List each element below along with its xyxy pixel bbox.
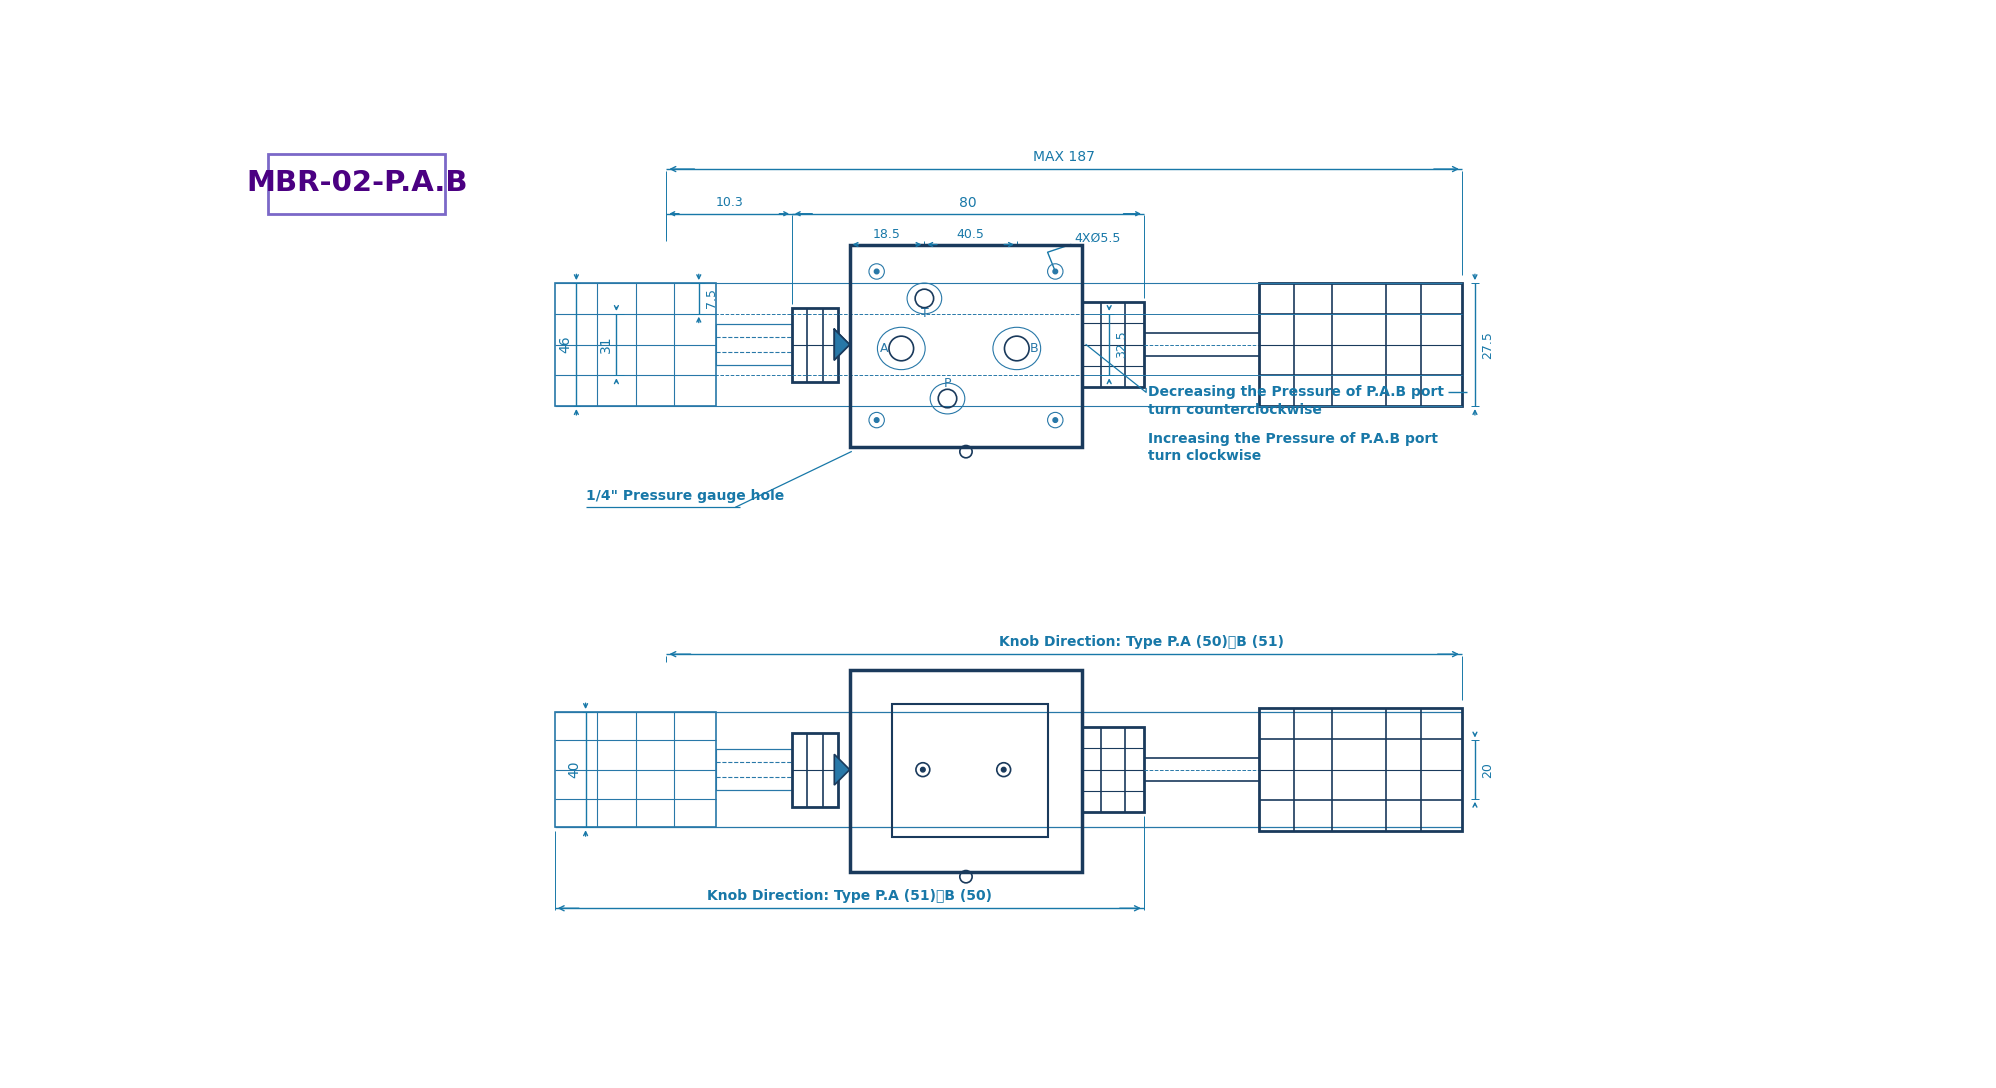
Circle shape	[1054, 418, 1058, 422]
Text: P: P	[944, 376, 952, 390]
Circle shape	[920, 767, 926, 772]
Bar	[850, 669, 1082, 873]
Text: 40: 40	[567, 761, 581, 778]
Bar	[792, 308, 838, 382]
Text: Decreasing the Pressure of P.A.B port: Decreasing the Pressure of P.A.B port	[1148, 385, 1443, 399]
Text: 7.5: 7.5	[705, 288, 719, 308]
Text: 31: 31	[599, 336, 613, 354]
Bar	[850, 245, 1082, 447]
Text: 1/4" Pressure gauge hole: 1/4" Pressure gauge hole	[585, 490, 784, 504]
Text: 18.5: 18.5	[872, 228, 900, 242]
Text: 4XØ5.5: 4XØ5.5	[1074, 232, 1122, 245]
Bar	[892, 704, 1048, 838]
Polygon shape	[834, 754, 850, 786]
Polygon shape	[834, 330, 850, 360]
Text: Knob Direction: Type P.A (51)、B (50): Knob Direction: Type P.A (51)、B (50)	[707, 889, 992, 903]
Text: turn counterclockwise: turn counterclockwise	[1148, 403, 1321, 417]
Text: MAX 187: MAX 187	[1034, 150, 1096, 163]
Circle shape	[874, 269, 878, 274]
Bar	[267, 153, 445, 213]
Text: 40.5: 40.5	[956, 228, 984, 242]
Text: 46: 46	[559, 336, 573, 354]
Bar	[555, 712, 717, 827]
Text: 20: 20	[1481, 762, 1493, 778]
Text: MBR-02-P.A.B: MBR-02-P.A.B	[246, 169, 467, 197]
Circle shape	[1002, 767, 1006, 772]
Bar	[1259, 708, 1461, 831]
Text: 32.5: 32.5	[1116, 331, 1128, 358]
Bar	[1259, 283, 1461, 406]
Bar	[1082, 727, 1144, 812]
Text: A: A	[880, 342, 888, 355]
Text: Increasing the Pressure of P.A.B port: Increasing the Pressure of P.A.B port	[1148, 432, 1437, 446]
Bar	[717, 324, 792, 366]
Text: B: B	[1030, 342, 1038, 355]
Circle shape	[874, 418, 878, 422]
Text: 80: 80	[960, 196, 976, 210]
Text: T: T	[920, 307, 928, 320]
Bar	[717, 749, 792, 791]
Text: 10.3: 10.3	[715, 197, 743, 209]
Bar	[555, 283, 717, 406]
Bar	[1082, 302, 1144, 387]
Text: 27.5: 27.5	[1481, 331, 1493, 359]
Text: turn clockwise: turn clockwise	[1148, 449, 1261, 463]
Circle shape	[1054, 269, 1058, 274]
Bar	[792, 732, 838, 806]
Text: Knob Direction: Type P.A (50)、B (51): Knob Direction: Type P.A (50)、B (51)	[998, 634, 1283, 648]
